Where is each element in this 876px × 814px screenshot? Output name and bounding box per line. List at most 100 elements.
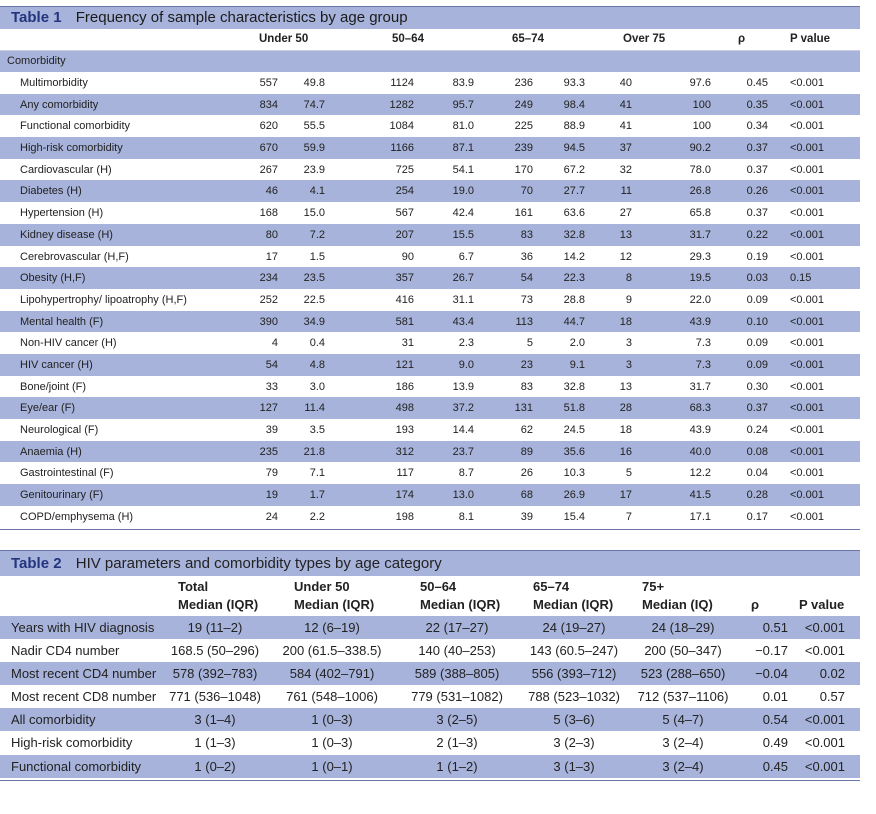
cell-n-under-50: 79 <box>265 467 278 480</box>
header-50-64: 50–64 <box>392 33 424 45</box>
header-total-sub: Median (IQR) <box>178 597 259 612</box>
cell-under-50: 200 (61.5–338.5) <box>282 643 382 659</box>
cell-pct-65-74: 14.2 <box>563 250 585 263</box>
cell-p-value: <0.001 <box>790 424 824 436</box>
cell-50-64: 22 (17–27) <box>425 620 489 635</box>
cell-p-value: <0.001 <box>790 142 824 155</box>
cell-n-over-75: 7 <box>625 510 632 523</box>
cell-n-over-75: 9 <box>625 293 632 306</box>
cell-p-value: <0.001 <box>790 402 824 415</box>
table-1-label: Table 1 <box>11 9 62 26</box>
table-2-title: HIV parameters and comorbidity types by … <box>75 555 442 572</box>
cell-total: 1 (0–2) <box>194 758 236 774</box>
cell-p-value: <0.001 <box>790 445 824 458</box>
cell-n-65-74: 70 <box>520 185 533 198</box>
cell-rho: 0.45 <box>746 77 768 89</box>
cell-p-value: <0.001 <box>790 358 824 371</box>
cell-p-value: <0.001 <box>790 380 824 393</box>
row-label: High-risk comorbidity <box>11 735 133 751</box>
cell-pct-over-75: 100 <box>692 98 711 111</box>
cell-n-over-75: 41 <box>619 98 632 111</box>
cell-p-value: <0.001 <box>790 315 824 328</box>
cell-n-under-50: 252 <box>259 293 278 306</box>
cell-rho: 0.37 <box>746 402 768 415</box>
table-row: Lipohypertrophy/ lipoatrophy (H,F) 252 22.… <box>0 289 860 311</box>
cell-rho: 0.37 <box>746 163 768 176</box>
cell-n-65-74: 62 <box>520 424 533 436</box>
cell-pct-under-50: 23.9 <box>303 163 325 176</box>
cell-p-value: <0.001 <box>790 510 824 523</box>
cell-n-under-50: 19 <box>265 489 278 502</box>
cell-p-value: <0.001 <box>790 77 824 89</box>
cell-rho: −0.17 <box>755 643 788 659</box>
cell-pct-under-50: 3.0 <box>309 380 325 393</box>
cell-n-over-75: 5 <box>625 467 632 480</box>
cell-75-plus: 24 (18–29) <box>651 620 715 635</box>
table-row: High-risk comorbidity 1 (1–3) 1 (0–3) 2 (1–… <box>0 731 860 754</box>
cell-pct-over-75: 90.2 <box>689 142 711 155</box>
cell-pct-under-50: 22.5 <box>303 293 325 306</box>
header-65-74: 65–74 <box>533 579 570 594</box>
table-row: Kidney disease (H) 80 7.2 207 15.5 83 32.8 13 31… <box>0 223 860 246</box>
cell-n-50-64: 498 <box>395 402 414 415</box>
cell-rho: 0.54 <box>762 712 788 728</box>
cell-50-64: 779 (531–1082) <box>411 689 503 705</box>
header-total: Total <box>178 579 209 594</box>
cell-n-65-74: 249 <box>514 98 533 111</box>
header-under-50-sub: Median (IQR) <box>294 597 375 612</box>
cell-total: 19 (11–2) <box>187 620 243 635</box>
table-row: Most recent CD8 number 771 (536–1048) 761 … <box>0 685 860 708</box>
table-row: COPD/emphysema (H) 24 2.2 198 8.1 39 15.4 7 17.1… <box>0 506 860 528</box>
cell-pct-over-75: 97.6 <box>689 77 711 89</box>
cell-n-over-75: 37 <box>619 142 632 155</box>
cell-pct-under-50: 1.7 <box>309 489 325 502</box>
table-row: Neurological (F) 39 3.5 193 14.4 62 24.5 18 43.9… <box>0 419 860 441</box>
cell-50-64: 1 (1–2) <box>436 758 478 774</box>
table-row: Eye/ear (F) 127 11.4 498 37.2 131 51.8 28 68.3 0.… <box>0 397 860 419</box>
table-row: Cardiovascular (H) 267 23.9 725 54.1 170 67.2 3… <box>0 159 860 181</box>
cell-pct-over-75: 40.0 <box>689 445 711 458</box>
cell-p-value: <0.001 <box>804 643 845 659</box>
cell-65-74: 3 (2–3) <box>553 735 595 751</box>
cell-total: 1 (1–3) <box>194 735 236 751</box>
row-label: Diabetes (H) <box>20 185 82 198</box>
cell-n-65-74: 225 <box>514 120 533 133</box>
cell-rho: 0.09 <box>746 337 768 350</box>
header-50-64-sub: Median (IQR) <box>420 597 501 612</box>
cell-total: 578 (392–783) <box>172 666 258 682</box>
cell-pct-under-50: 4.1 <box>309 185 325 198</box>
cell-pct-50-64: 2.3 <box>458 337 474 350</box>
table-row: Genitourinary (F) 19 1.7 174 13.0 68 26.9 17 41.… <box>0 484 860 506</box>
table-row: Gastrointestinal (F) 79 7.1 117 8.7 26 10.3 5 12… <box>0 462 860 484</box>
cell-pct-65-74: 26.9 <box>563 489 585 502</box>
cell-n-50-64: 254 <box>395 185 414 198</box>
row-label: Obesity (H,F) <box>20 272 86 285</box>
cell-p-value: <0.001 <box>790 120 824 133</box>
cell-total: 168.5 (50–296) <box>170 643 260 659</box>
cell-rho: 0.22 <box>746 228 768 241</box>
table-2-header-row: Total Median (IQR) Under 50 Median (IQR)… <box>0 576 860 616</box>
cell-pct-over-75: 17.1 <box>689 510 711 523</box>
cell-pct-50-64: 54.1 <box>452 163 474 176</box>
cell-pct-50-64: 9.0 <box>458 358 474 371</box>
cell-n-50-64: 207 <box>395 228 414 241</box>
cell-pct-under-50: 7.2 <box>309 228 325 241</box>
cell-n-50-64: 357 <box>395 272 414 285</box>
cell-p-value: <0.001 <box>804 712 845 728</box>
cell-pct-50-64: 15.5 <box>452 228 474 241</box>
cell-n-50-64: 567 <box>395 207 414 220</box>
table-row: Obesity (H,F) 234 23.5 357 26.7 54 22.3 8 19.5 0.… <box>0 267 860 289</box>
cell-rho: 0.37 <box>746 207 768 220</box>
header-75-plus-sub: Median (IQ) <box>642 597 713 612</box>
cell-pct-under-50: 74.7 <box>303 98 325 111</box>
cell-n-50-64: 31 <box>401 337 414 350</box>
table-row: Functional comorbidity 1 (0–2) 1 (0–1) 1 (1… <box>0 754 860 778</box>
cell-n-65-74: 239 <box>514 142 533 155</box>
cell-rho: 0.24 <box>746 424 768 436</box>
cell-pct-under-50: 59.9 <box>303 142 325 155</box>
table-1: Table 1 Frequency of sample characterist… <box>0 6 860 531</box>
cell-pct-65-74: 28.8 <box>563 293 585 306</box>
table-row: Multimorbidity 557 49.8 1124 83.9 236 93.3 40 97… <box>0 72 860 94</box>
cell-pct-under-50: 11.4 <box>304 402 325 415</box>
cell-rho: 0.34 <box>746 120 768 133</box>
